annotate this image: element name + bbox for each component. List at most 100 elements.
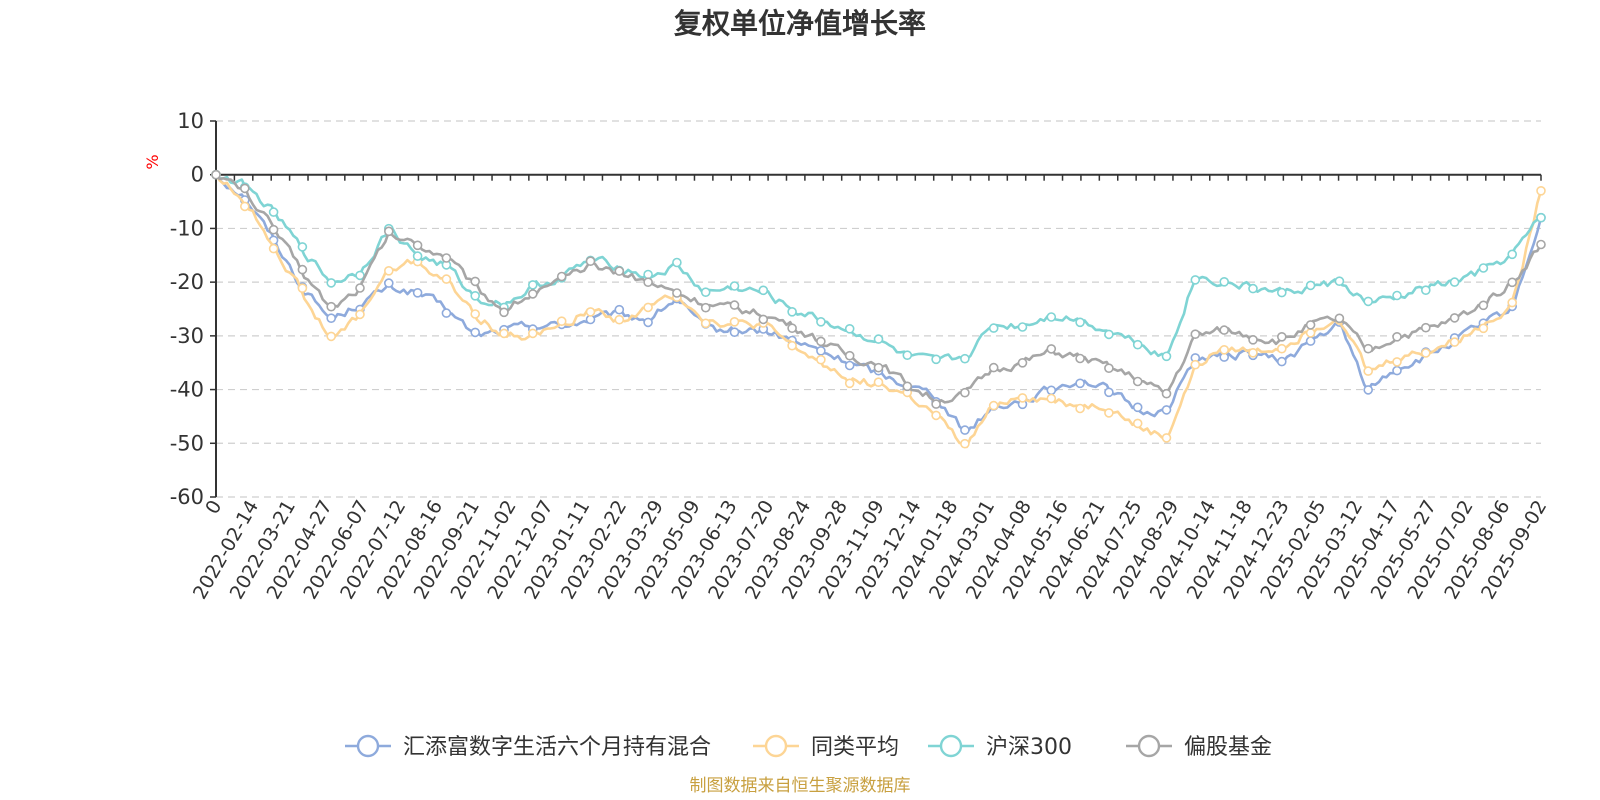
series-marker [1104,363,1114,374]
grid-lines [216,120,1541,498]
series-marker [844,323,855,334]
series-marker [441,253,452,263]
series-marker [527,280,538,290]
legend-item[interactable]: 偏股基金 [1126,734,1272,760]
series-marker [1536,212,1546,223]
series-marker [960,353,970,364]
series-marker [931,410,941,421]
series-marker [1219,344,1229,355]
series-marker [527,328,538,339]
series-marker [355,270,365,281]
series-marker [1363,343,1373,354]
series-marker [1017,322,1028,332]
y-tick-label: -20 [170,270,204,294]
y-tick-label: -30 [170,324,204,348]
series-line [214,173,1543,435]
series-marker [1305,280,1316,291]
series-marker [643,317,653,328]
series-marker [240,183,250,194]
series-marker [326,278,337,288]
series-marker [1277,287,1287,298]
series-marker [700,318,711,329]
series-marker [412,287,423,298]
series-marker [1161,433,1172,443]
series-marker [412,240,423,251]
series-marker [1075,403,1085,414]
series-marker [470,309,481,319]
series-marker [297,242,308,252]
series-marker [1334,276,1345,287]
series-marker [643,277,653,288]
axes: 100-10-20-30-40-50-6002022-02-142022-03-… [170,109,1552,603]
series-marker [355,309,365,320]
series-marker [1190,275,1201,285]
series-marker [1104,408,1114,418]
series-marker [614,266,625,276]
series-marker [844,360,855,371]
series-marker [556,316,567,327]
series-marker [1507,297,1517,308]
source-note: 制图数据来自恒生聚源数据库 [690,776,911,796]
series-marker [1075,317,1085,328]
series-marker [1363,366,1373,376]
series-marker [729,316,740,327]
legend-marker [764,734,788,758]
series-marker [1132,418,1143,429]
series-marker [1449,277,1460,287]
chart-title: 复权单位净值增长率 [674,7,926,40]
series-marker [1248,334,1258,345]
series-marker [873,362,884,373]
legend-item[interactable]: 汇添富数字生活六个月持有混合 [345,734,711,760]
legend-label: 沪深300 [986,735,1072,760]
series-marker [383,278,394,288]
series-marker [1132,376,1143,387]
series-marker [873,334,884,344]
series-marker [1392,365,1402,376]
y-tick-label: -50 [170,431,204,455]
legend-item[interactable]: 同类平均 [753,734,899,760]
series-marker [787,340,797,351]
legend: 汇添富数字生活六个月持有混合 同类平均 沪深300 偏股基金 [345,734,1272,760]
series-marker [470,276,481,287]
series-marker [816,345,826,356]
series-marker [1075,353,1085,364]
y-axis-unit: % [143,154,162,169]
series-marker [960,387,970,398]
legend-item[interactable]: 沪深300 [928,734,1072,760]
series-marker [614,314,625,325]
series-marker [1305,320,1316,330]
legend-label: 汇添富数字生活六个月持有混合 [403,735,711,760]
y-tick-label: 10 [177,109,204,133]
series-marker [240,201,250,212]
series-marker [355,283,365,293]
series-marker [960,425,970,435]
series-marker [844,378,855,389]
series-marker [1392,290,1402,301]
series-marker [1190,359,1201,370]
series-marker [326,301,337,312]
series-marker [1305,336,1316,346]
legend-label: 偏股基金 [1184,735,1272,760]
series-marker [585,256,596,267]
series-marker [1421,322,1431,333]
series-marker [527,289,538,299]
series-marker [988,362,999,373]
y-tick-label: 0 [191,163,204,187]
series-marker [1421,348,1431,358]
series-marker [441,274,452,284]
series-marker [729,327,740,338]
series-marker [672,257,682,268]
series-marker [383,226,394,237]
series-marker [499,307,509,318]
series-marker [1536,239,1546,250]
series-marker [326,313,337,324]
series-marker [1363,385,1373,395]
series-marker [700,287,711,298]
series-marker [1478,300,1489,311]
legend-marker [939,734,963,758]
series-marker [1046,312,1057,322]
series-marker [1277,356,1287,367]
series-marker [816,316,826,327]
series-marker [441,308,452,318]
series-marker [1104,387,1114,398]
